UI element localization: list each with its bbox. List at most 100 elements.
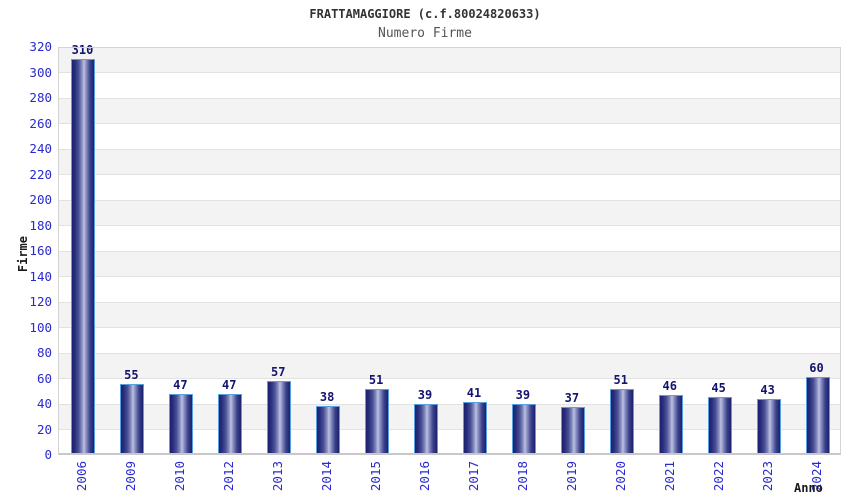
x-tick-label-text: 2015	[368, 461, 384, 492]
x-tick-label-text: 2012	[221, 461, 237, 492]
gridline	[58, 148, 841, 150]
bar-value-label: 46	[662, 379, 677, 393]
x-tick-label: 2022	[711, 461, 727, 495]
bar-2023	[756, 399, 781, 455]
y-tick-label: 200	[29, 192, 52, 207]
bar-2006	[71, 59, 96, 455]
plot-band	[58, 302, 841, 328]
x-tick-label: 2018	[515, 461, 531, 495]
plot-band	[58, 98, 841, 124]
x-tick-label: 2020	[613, 461, 629, 495]
x-tick-label: 2021	[662, 461, 678, 495]
x-tick-label: 2016	[417, 461, 433, 495]
plot-area: 310 55 47 47 57 38 51 39 41 39 37 51 46 45 43 60	[58, 43, 841, 455]
bar-value-label: 37	[564, 391, 580, 405]
chart-title: FRATTAMAGGIORE (c.f.80024820633)	[309, 7, 541, 21]
x-tick-label: 2012	[221, 461, 237, 495]
bar-2019	[560, 407, 585, 455]
x-tick-label: 2023	[760, 461, 776, 495]
x-tick-label: 2009	[123, 461, 139, 495]
y-tick-label: 300	[29, 64, 52, 80]
bar-value-label: 60	[809, 361, 824, 375]
bar-value-label: 41	[466, 386, 482, 400]
gridline	[58, 301, 841, 303]
bar-2010	[169, 394, 194, 455]
bar-2024	[805, 377, 830, 455]
x-axis-title: Anno	[794, 481, 823, 495]
bar-2021	[658, 395, 683, 455]
y-tick-label: 240	[29, 141, 52, 156]
x-tick-label-text: 2019	[563, 461, 579, 492]
x-tick-label: 2010	[172, 461, 188, 495]
bar-value-label: 39	[515, 388, 531, 402]
bar-2020	[609, 389, 634, 455]
plot-band	[58, 47, 841, 73]
x-tick-label: 2017	[466, 461, 482, 495]
y-axis-title-box: Firme	[16, 236, 30, 276]
y-tick-label: 20	[36, 421, 52, 437]
bar-value-label: 39	[417, 388, 433, 402]
x-tick-label-text: 2022	[710, 461, 726, 492]
bar-2009	[120, 384, 145, 455]
x-tick-label-text: 2020	[612, 461, 628, 492]
gridline	[58, 429, 841, 430]
x-tick-label-text: 2016	[417, 461, 433, 492]
x-tick-label-text: 2006	[74, 461, 90, 492]
x-tick-label-text: 2018	[514, 461, 530, 492]
bar-value-label: 310	[71, 43, 94, 57]
bar-2022	[707, 397, 732, 455]
y-axis-title: Firme	[16, 236, 30, 273]
x-tick-label: 2015	[368, 461, 384, 495]
y-tick-label: 160	[29, 243, 52, 258]
gridline	[58, 97, 841, 99]
plot-band	[58, 149, 841, 175]
x-tick-label-text: 2010	[172, 461, 188, 492]
bar-2017	[462, 402, 487, 455]
y-tick-label: 140	[29, 268, 52, 284]
y-tick-label: 120	[29, 294, 52, 309]
gridline	[58, 199, 841, 201]
gridline	[58, 352, 841, 354]
x-tick-label-text: 2013	[270, 461, 286, 492]
y-tick-label: 0	[44, 447, 52, 462]
bar-value-label: 38	[319, 390, 335, 404]
x-tick-label-text: 2017	[465, 461, 481, 492]
y-tick-label: 60	[36, 370, 52, 386]
plot-band	[58, 353, 841, 379]
x-tick-label: 2006	[74, 461, 90, 495]
x-tick-label-text: 2021	[661, 461, 677, 492]
bar-2013	[267, 381, 292, 455]
x-tick-label: 2013	[270, 461, 286, 495]
bar-2018	[511, 404, 536, 455]
x-tick-label-text: 2014	[319, 461, 335, 492]
bar-2014	[316, 406, 341, 455]
gridline	[58, 276, 841, 277]
x-axis: 2006 2009 2010 2012 2013 2014 2015 2016 2017 2018…	[58, 461, 841, 499]
bar-value-label: 45	[711, 381, 726, 395]
y-tick-label: 80	[36, 345, 52, 360]
y-tick-label: 220	[29, 166, 52, 182]
gridline	[58, 250, 841, 252]
x-tick-label-text: 2023	[759, 461, 775, 492]
y-tick-label: 280	[29, 90, 52, 105]
gridline	[58, 327, 841, 328]
x-tick-label-text: 2009	[123, 461, 139, 492]
y-tick-label: 40	[36, 396, 52, 411]
y-tick-label: 260	[29, 115, 52, 131]
bar-value-label: 57	[270, 365, 286, 379]
gridline	[58, 225, 841, 226]
gridline	[58, 123, 841, 124]
chart-subtitle: Numero Firme	[378, 26, 472, 41]
y-tick-label: 100	[29, 319, 52, 335]
bar-2016	[414, 404, 439, 455]
x-tick-label: 2019	[564, 461, 580, 495]
bar-value-label: 47	[173, 378, 188, 392]
bar-value-label: 51	[368, 373, 384, 387]
bar-value-label: 51	[613, 373, 628, 387]
y-tick-label: 320	[29, 39, 52, 54]
gridline	[58, 72, 841, 73]
bar-2012	[218, 394, 243, 455]
bar-value-label: 43	[760, 383, 775, 397]
plot-band	[58, 200, 841, 226]
